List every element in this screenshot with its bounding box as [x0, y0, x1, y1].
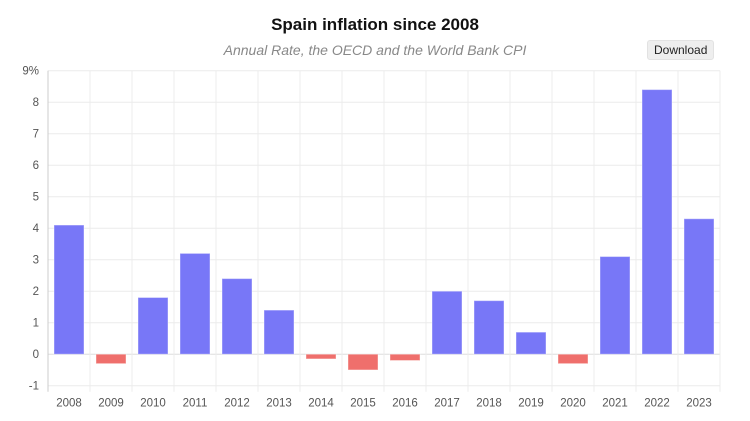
- bar-2008: [53, 224, 85, 355]
- y-tick-label: 0: [33, 349, 39, 361]
- y-tick-label: 5: [33, 192, 39, 204]
- x-tick-label: 2015: [350, 398, 376, 410]
- bar-2014: [305, 353, 337, 360]
- chart-title: Spain inflation since 2008: [271, 15, 479, 34]
- y-tick-label: 6: [33, 160, 39, 172]
- x-tick-label: 2020: [560, 398, 586, 410]
- bar-2018: [473, 300, 505, 355]
- x-tick-label: 2023: [686, 398, 712, 410]
- download-button[interactable]: Download: [647, 40, 715, 60]
- y-tick-label: 8: [33, 97, 39, 109]
- x-tick-label: 2022: [644, 398, 670, 410]
- bar-2009: [95, 353, 127, 365]
- bar-2021: [599, 256, 631, 355]
- x-tick-label: 2010: [140, 398, 166, 410]
- x-tick-label: 2011: [183, 398, 208, 410]
- bar-2023: [683, 218, 715, 355]
- x-tick-label: 2009: [98, 398, 124, 410]
- bar-2015: [347, 353, 379, 371]
- x-tick-label: 2014: [308, 398, 334, 410]
- y-tick-label: 3: [33, 255, 39, 267]
- y-tick-label: 9%: [22, 66, 39, 78]
- y-tick-label: -1: [29, 381, 39, 393]
- x-tick-label: 2013: [266, 398, 292, 410]
- y-tick-label: 7: [33, 129, 39, 141]
- chart-subtitle: Annual Rate, the OECD and the World Bank…: [223, 42, 527, 58]
- x-tick-label: 2018: [476, 398, 502, 410]
- bar-2013: [263, 309, 295, 355]
- bar-2016: [389, 353, 421, 362]
- bar-2011: [179, 252, 211, 355]
- y-tick-label: 2: [33, 286, 39, 298]
- bar-2020: [557, 353, 589, 365]
- x-tick-label: 2012: [224, 398, 250, 410]
- bar-2019: [515, 331, 547, 355]
- x-tick-label: 2021: [602, 398, 628, 410]
- x-tick-label: 2016: [392, 398, 418, 410]
- x-tick-label: 2008: [56, 398, 82, 410]
- y-tick-label: 4: [33, 223, 40, 235]
- bar-2022: [641, 89, 673, 355]
- y-tick-label: 1: [33, 318, 39, 330]
- x-tick-label: 2019: [518, 398, 544, 410]
- x-tick-label: 2017: [434, 398, 460, 410]
- bar-2017: [431, 290, 463, 355]
- bar-2012: [221, 278, 253, 355]
- bar-2010: [137, 297, 169, 355]
